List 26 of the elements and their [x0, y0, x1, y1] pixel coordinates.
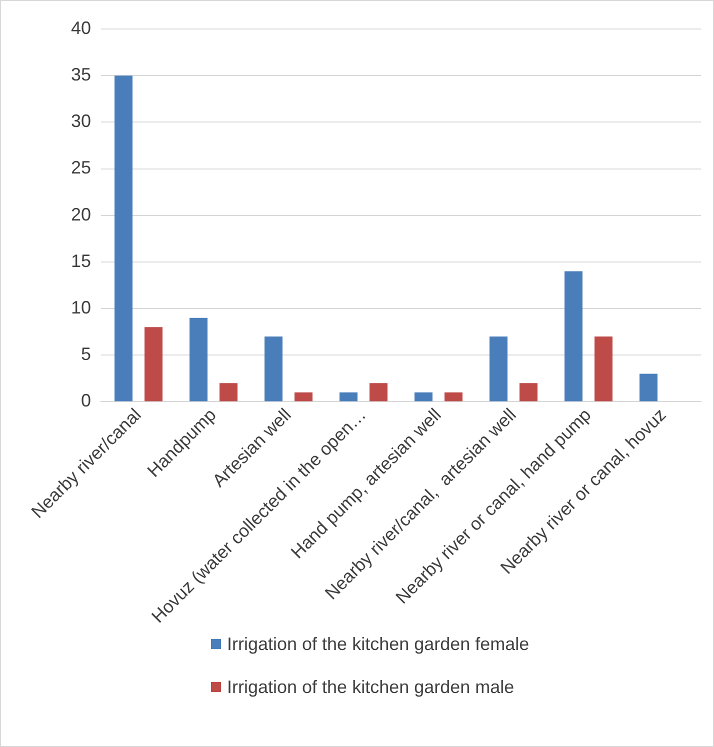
- bar: [414, 392, 433, 402]
- bar: [340, 392, 358, 402]
- bar: [264, 336, 283, 402]
- y-tick-label: 5: [81, 344, 92, 364]
- bar: [190, 318, 208, 402]
- bar: [444, 392, 463, 402]
- bar: [564, 271, 583, 402]
- bar: [220, 383, 238, 402]
- bar: [144, 327, 163, 402]
- y-tick-label: 35: [70, 64, 92, 85]
- legend-label: Irrigation of the kitchen garden female: [227, 634, 530, 654]
- y-tick-label: 0: [81, 390, 92, 411]
- y-tick-label: 30: [70, 111, 92, 132]
- y-tick-label: 40: [70, 18, 92, 38]
- y-tick-label: 25: [70, 158, 92, 178]
- bar: [490, 336, 508, 402]
- bar: [594, 336, 613, 402]
- bar: [114, 76, 133, 402]
- y-tick-label: 20: [70, 204, 92, 224]
- bar: [294, 392, 313, 402]
- bar: [370, 383, 388, 402]
- legend-label: Irrigation of the kitchen garden male: [227, 676, 514, 698]
- y-tick-label: 10: [70, 298, 92, 318]
- y-tick-label: 15: [70, 250, 92, 271]
- bar: [520, 383, 538, 402]
- bar: [640, 374, 658, 402]
